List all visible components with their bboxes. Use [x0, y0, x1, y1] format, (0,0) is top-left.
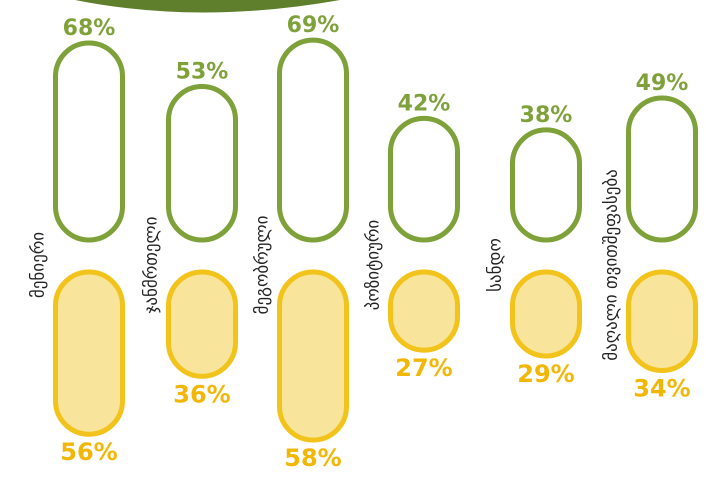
- green-value-label: 68%: [63, 16, 116, 41]
- green-capsule-bar: [169, 86, 236, 240]
- yellow-value-label: 27%: [395, 354, 452, 382]
- yellow-value-label: 56%: [60, 438, 117, 466]
- yellow-value-label: 29%: [517, 360, 574, 388]
- yellow-capsule-bar: [169, 272, 236, 376]
- green-value-label: 69%: [287, 13, 340, 38]
- category-label: მაღალი თვითშეფასება: [602, 169, 622, 361]
- green-value-label: 49%: [636, 71, 689, 96]
- green-capsule-bar: [391, 118, 458, 240]
- green-capsule-bar: [629, 98, 696, 240]
- category-label: პოზიტიური: [364, 220, 384, 310]
- category-label: მეგობრული: [253, 216, 273, 315]
- green-capsule-bar: [513, 130, 580, 240]
- yellow-value-label: 34%: [633, 375, 690, 403]
- yellow-value-label: 36%: [173, 380, 230, 408]
- green-capsule-bar: [56, 43, 123, 240]
- category-label: მენიერი: [29, 232, 49, 298]
- yellow-value-label: 58%: [284, 444, 341, 472]
- green-capsule-bar: [280, 40, 347, 240]
- yellow-capsule-bar: [280, 272, 347, 440]
- category-label: ჯანმრთელი: [142, 217, 162, 314]
- yellow-capsule-bar: [391, 272, 458, 350]
- green-value-label: 38%: [520, 103, 573, 128]
- green-value-label: 53%: [176, 59, 229, 84]
- top-leaf-decoration: [75, 0, 340, 13]
- green-value-label: 42%: [398, 91, 451, 116]
- yellow-capsule-bar: [629, 272, 696, 371]
- yellow-capsule-bar: [56, 272, 123, 434]
- yellow-capsule-bar: [513, 272, 580, 356]
- category-label: სანდო: [486, 238, 506, 292]
